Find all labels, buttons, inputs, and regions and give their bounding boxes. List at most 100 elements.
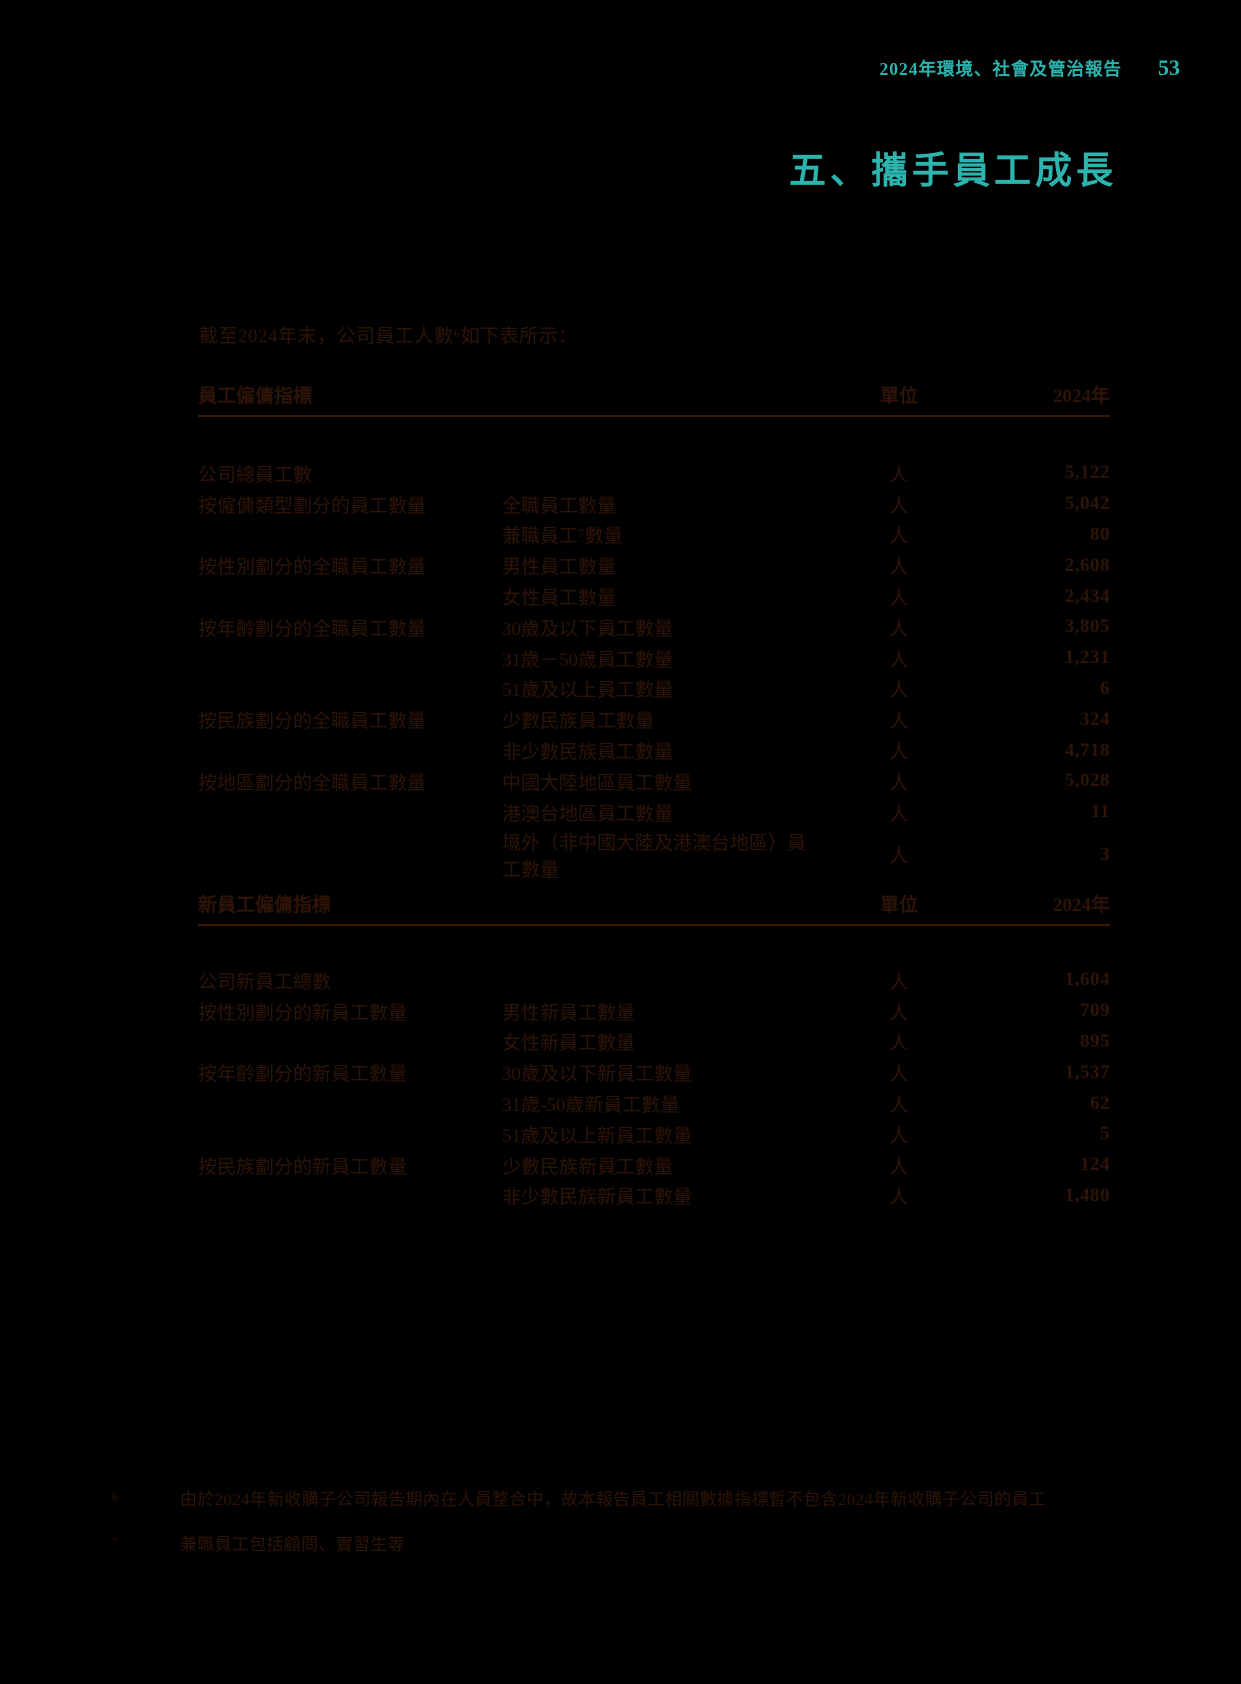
employee-table-title: 員工僱傭指標 (198, 386, 313, 407)
row-unit: 人 (889, 1095, 909, 1117)
table-row: 按地區劃分的全職員工數量 中國大陸地區員工數量 人 5,028 (198, 766, 1110, 797)
row-unit: 人 (889, 557, 909, 579)
row-value: 124 (1080, 1154, 1110, 1176)
row-item: 非少數民族員工數量 (502, 742, 674, 764)
row-item: 51歲及以上新員工數量 (502, 1125, 693, 1147)
row-unit: 人 (889, 772, 909, 794)
page-header: 2024年環境、社會及管治報告 53 (880, 55, 1181, 81)
row-item: 51歲及以上員工數量 (502, 680, 674, 702)
new-employee-table-title: 新員工僱傭指標 (198, 895, 332, 916)
page-number: 53 (1158, 55, 1180, 80)
employee-metrics-table: 員工僱傭指標 單位 2024年 公司總員工數 人 5,122 按僱傭類型劃分的員… (198, 381, 1110, 881)
row-unit: 人 (889, 464, 909, 486)
row-category: 按性別劃分的新員工數量 (198, 1002, 408, 1024)
table-row: 51歲及以上員工數量 人 6 (198, 674, 1110, 705)
footnote: 7 兼職員工包括顧問、實習生等 (112, 1534, 1122, 1557)
row-value: 5 (1100, 1123, 1110, 1145)
row-unit: 人 (889, 495, 909, 517)
row-value: 1,231 (1064, 647, 1110, 669)
row-value: 4,718 (1064, 739, 1110, 761)
row-item: 兼職員工⁷數量 (502, 526, 623, 548)
table-row: 按年齡劃分的全職員工數量 30歲及以下員工數量 人 3,805 (198, 612, 1110, 643)
row-value: 5,122 (1064, 462, 1110, 484)
row-unit: 人 (889, 1064, 909, 1086)
table-row: 按僱傭類型劃分的員工數量 全職員工數量 人 5,042 (198, 489, 1110, 520)
row-category: 按民族劃分的全職員工數量 (198, 711, 427, 733)
row-item: 非少數民族新員工數量 (502, 1187, 693, 1209)
row-item: 30歲及以下新員工數量 (502, 1064, 693, 1086)
row-item: 女性員工數量 (502, 588, 617, 610)
row-value: 709 (1080, 1000, 1110, 1022)
row-unit: 人 (889, 742, 909, 764)
row-category: 按性別劃分的全職員工數量 (198, 557, 427, 579)
employee-table-body: 公司總員工數 人 5,122 按僱傭類型劃分的員工數量 全職員工數量 人 5,0… (198, 417, 1110, 881)
row-unit: 人 (889, 803, 909, 825)
row-category: 公司新員工總數 (198, 971, 332, 993)
row-unit: 人 (889, 526, 909, 548)
row-category: 按僱傭類型劃分的員工數量 (198, 495, 427, 517)
footnote-marker: 7 (112, 1535, 118, 1549)
row-unit: 人 (889, 1156, 909, 1178)
table-row: 31歲－50歲員工數量 人 1,231 (198, 643, 1110, 674)
row-item: 31歲-50歲新員工數量 (502, 1095, 680, 1117)
new-employee-metrics-table: 新員工僱傭指標 單位 2024年 公司新員工總數 人 1,604 按性別劃分的新… (198, 890, 1110, 1211)
row-unit: 人 (889, 618, 909, 640)
row-unit: 人 (889, 588, 909, 610)
unit-column-header: 單位 (879, 386, 918, 407)
row-item: 男性新員工數量 (502, 1002, 636, 1024)
row-value: 3,805 (1064, 616, 1110, 638)
row-value: 5,028 (1064, 770, 1110, 792)
footnote-text: 由於2024年新收購子公司報告期內在人員整合中，故本報告員工相關數據指標暫不包含… (180, 1490, 1047, 1509)
row-unit: 人 (889, 680, 909, 702)
row-value: 2,608 (1064, 554, 1110, 576)
table-row: 按年齡劃分的新員工數量 30歲及以下新員工數量 人 1,537 (198, 1057, 1110, 1088)
intro-text: 截至2024年末，公司員工人數⁶如下表所示： (199, 326, 578, 347)
row-unit: 人 (889, 1002, 909, 1024)
row-item: 女性新員工數量 (502, 1033, 636, 1055)
row-unit: 人 (889, 649, 909, 671)
row-item: 全職員工數量 (502, 495, 617, 517)
row-category: 按年齡劃分的新員工數量 (198, 1064, 408, 1086)
table-row: 非少數民族員工數量 人 4,718 (198, 735, 1110, 766)
row-value: 1,537 (1064, 1061, 1110, 1083)
row-item: 境外（非中國大陸及港澳台地區）員工數量 (502, 832, 807, 881)
row-unit: 人 (889, 711, 909, 733)
row-value: 62 (1090, 1092, 1110, 1114)
row-item: 30歲及以下員工數量 (502, 618, 674, 640)
footnote: 6 由於2024年新收購子公司報告期內在人員整合中，故本報告員工相關數據指標暫不… (112, 1489, 1122, 1512)
row-unit: 人 (889, 1033, 909, 1055)
footnote-marker: 6 (112, 1490, 118, 1504)
table-row: 按性別劃分的全職員工數量 男性員工數量 人 2,608 (198, 550, 1110, 581)
table-row: 非少數民族新員工數量 人 1,480 (198, 1181, 1110, 1212)
new-employee-table-body: 公司新員工總數 人 1,604 按性別劃分的新員工數量 男性新員工數量 人 70… (198, 926, 1110, 1211)
table-row: 31歲-50歲新員工數量 人 62 (198, 1088, 1110, 1119)
table-row: 按民族劃分的全職員工數量 少數民族員工數量 人 324 (198, 704, 1110, 735)
table-row: 兼職員工⁷數量 人 80 (198, 520, 1110, 551)
row-category: 按年齡劃分的全職員工數量 (198, 618, 427, 640)
unit-column-header: 單位 (879, 895, 918, 916)
table-row: 按民族劃分的新員工數量 少數民族新員工數量 人 124 (198, 1150, 1110, 1181)
table-row: 公司總員工數 人 5,122 (198, 458, 1110, 489)
row-value: 1,480 (1064, 1184, 1110, 1206)
year-column-header: 2024年 (1052, 895, 1110, 916)
row-item: 港澳台地區員工數量 (502, 803, 674, 825)
row-value: 3 (1100, 843, 1110, 865)
row-item: 31歲－50歲員工數量 (502, 649, 674, 671)
row-value: 895 (1080, 1030, 1110, 1052)
table-row: 境外（非中國大陸及港澳台地區）員工數量 人 3 (198, 828, 1110, 881)
row-value: 1,604 (1064, 969, 1110, 991)
row-item: 男性員工數量 (502, 557, 617, 579)
report-title: 2024年環境、社會及管治報告 (879, 59, 1122, 79)
table-row: 女性員工數量 人 2,434 (198, 581, 1110, 612)
row-category: 按地區劃分的全職員工數量 (198, 772, 427, 794)
new-employee-table-header-row: 新員工僱傭指標 單位 2024年 (198, 890, 1110, 926)
row-item: 少數民族員工數量 (502, 711, 655, 733)
row-category: 公司總員工數 (198, 464, 313, 486)
row-value: 6 (1100, 677, 1110, 699)
table-row: 51歲及以上新員工數量 人 5 (198, 1119, 1110, 1150)
row-item: 少數民族新員工數量 (502, 1156, 674, 1178)
row-category: 按民族劃分的新員工數量 (198, 1156, 408, 1178)
row-value: 5,042 (1064, 493, 1110, 515)
row-value: 80 (1090, 523, 1110, 545)
year-column-header: 2024年 (1052, 386, 1110, 407)
